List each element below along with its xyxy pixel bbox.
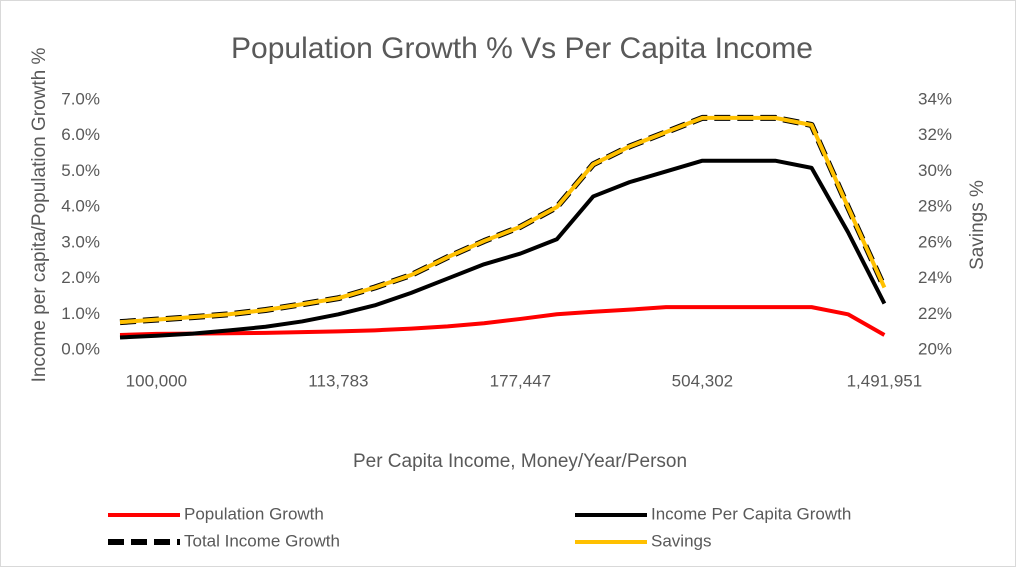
y2-tick-label: 20%: [918, 339, 952, 358]
legend-label: Total Income Growth: [184, 531, 340, 550]
y-tick-label: 6.0%: [61, 125, 100, 144]
x-tick-label: 504,302: [672, 371, 733, 390]
y2-axis-title: Savings %: [967, 180, 988, 270]
y-axis-title: Income per capita/Population Growth %: [29, 48, 50, 383]
y2-tick-label: 32%: [918, 125, 952, 144]
y2-tick-label: 30%: [918, 161, 952, 180]
x-axis-title: Per Capita Income, Money/Year/Person: [353, 451, 687, 472]
legend-label: Population Growth: [184, 504, 324, 523]
x-tick-label: 100,000: [126, 371, 187, 390]
x-tick-label: 177,447: [490, 371, 551, 390]
legend-label: Income Per Capita Growth: [651, 504, 851, 523]
chart-title: Population Growth % Vs Per Capita Income: [231, 32, 813, 65]
y2-tick-label: 28%: [918, 197, 952, 216]
line-series: [119, 115, 887, 325]
y2-tick-label: 34%: [918, 89, 952, 108]
y-tick-label: 0.0%: [61, 339, 100, 358]
line-series: [119, 305, 886, 337]
y-tick-label: 3.0%: [61, 232, 100, 251]
y2-tick-label: 26%: [918, 232, 952, 251]
y2-tick-label: 22%: [918, 304, 952, 323]
x-tick-label: 1,491,951: [847, 371, 923, 390]
legend-label: Savings: [651, 531, 711, 550]
line-series: [119, 158, 887, 340]
x-tick-label: 113,783: [308, 371, 368, 390]
y-tick-label: 2.0%: [61, 268, 100, 287]
y-tick-label: 4.0%: [61, 197, 100, 216]
y-tick-label: 7.0%: [61, 89, 100, 108]
y2-tick-label: 24%: [918, 268, 952, 287]
y-tick-label: 1.0%: [61, 304, 100, 323]
y-tick-label: 5.0%: [61, 161, 100, 180]
